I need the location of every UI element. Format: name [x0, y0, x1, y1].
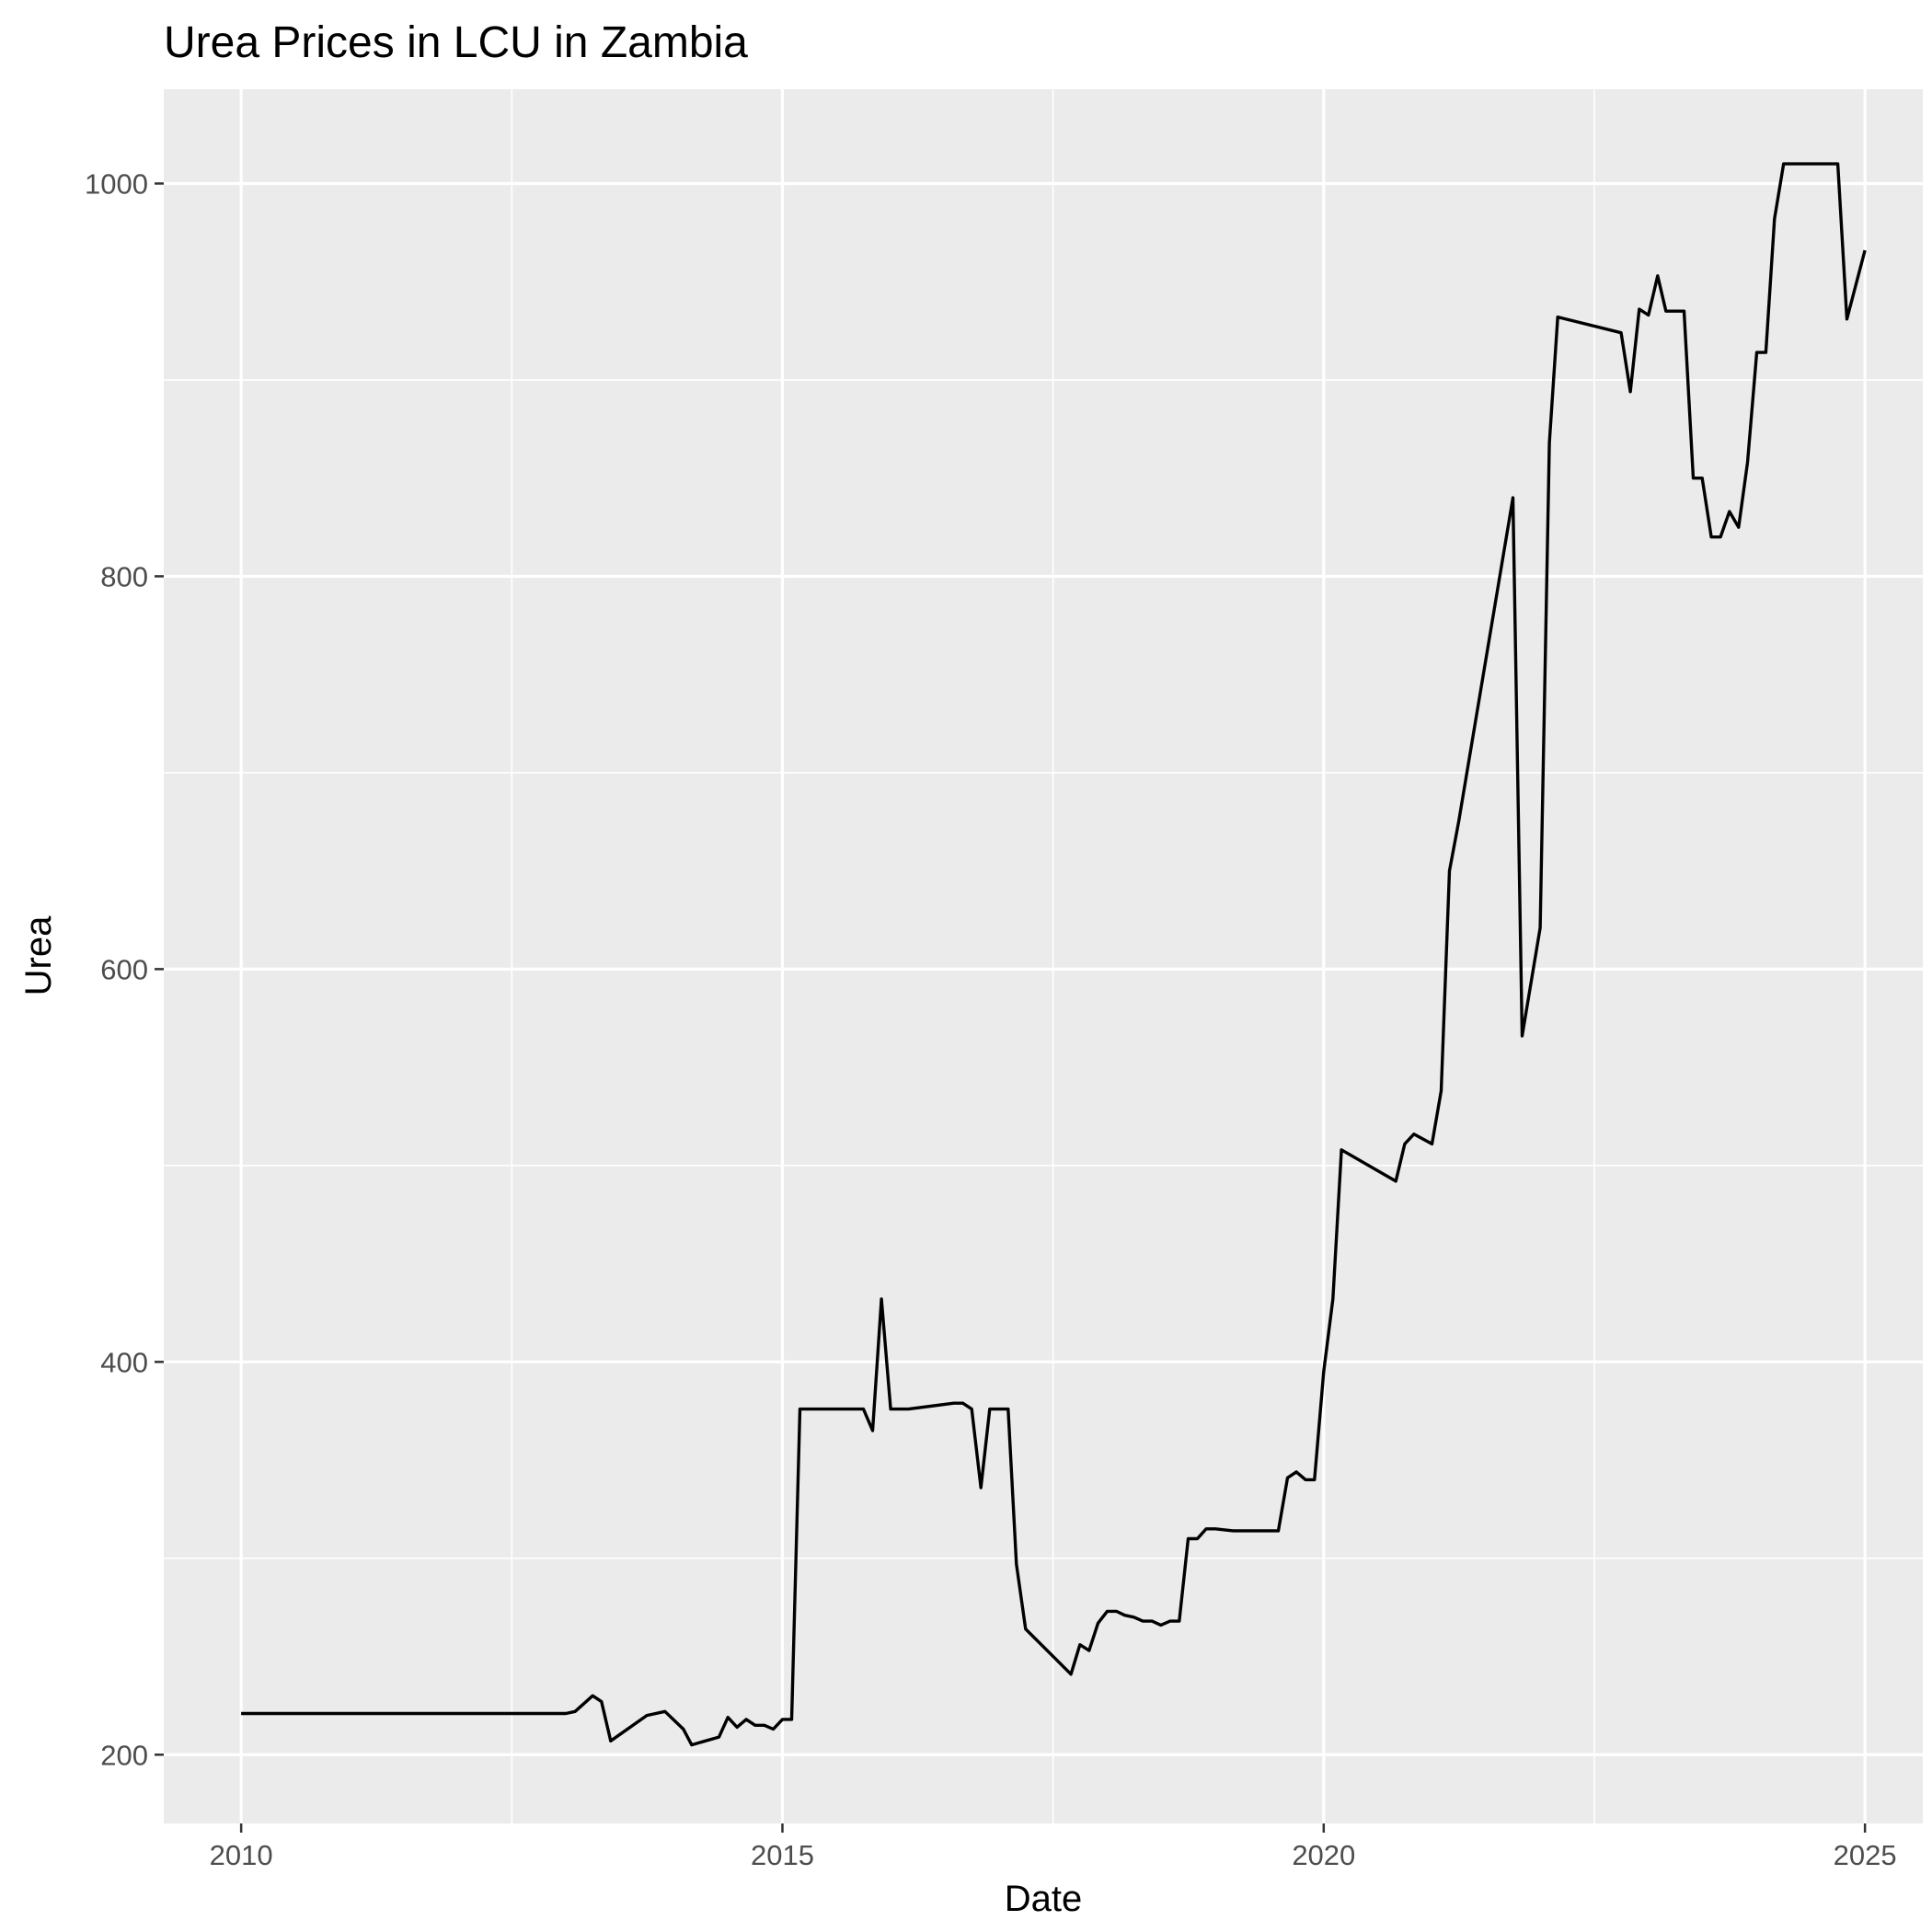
y-tick-label: 400 [100, 1346, 148, 1378]
y-tick-label: 600 [100, 953, 148, 985]
x-axis: 2010 2015 2020 2025 [210, 1823, 1897, 1871]
y-tick-label: 200 [100, 1739, 148, 1771]
y-tick-label: 800 [100, 560, 148, 592]
x-tick-label: 2010 [210, 1839, 273, 1871]
x-axis-title: Date [1005, 1879, 1083, 1919]
y-axis: 200 400 600 800 1000 [85, 167, 164, 1771]
series-line-urea [241, 162, 1867, 1747]
major-gridlines [164, 89, 1923, 1823]
y-axis-title: Urea [18, 915, 59, 995]
series-group [241, 162, 1867, 1747]
x-tick-label: 2025 [1834, 1839, 1897, 1871]
y-tick-label: 1000 [85, 167, 148, 200]
chart-title: Urea Prices in LCU in Zambia [164, 18, 748, 67]
x-tick-label: 2020 [1292, 1839, 1355, 1871]
plot-panel [164, 89, 1923, 1823]
x-tick-label: 2015 [751, 1839, 814, 1871]
